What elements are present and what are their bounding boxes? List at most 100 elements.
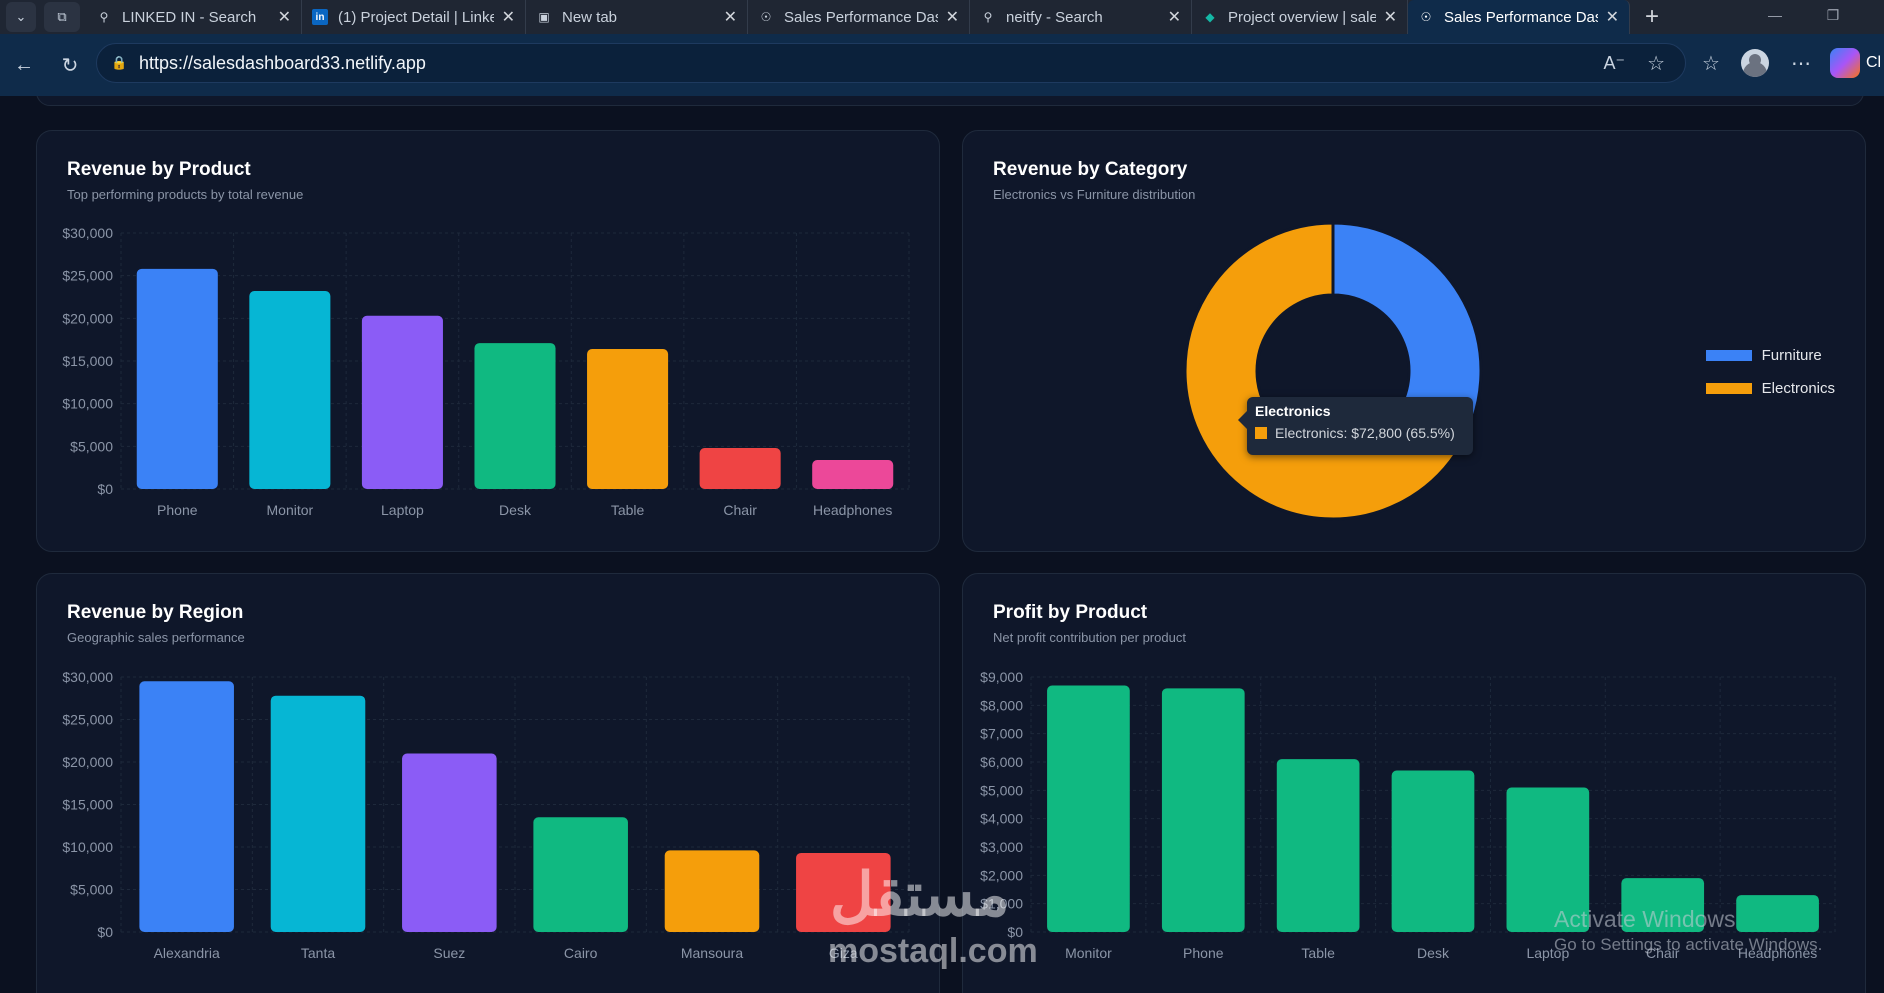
bar[interactable] [136,268,218,489]
tab-linkedin-project[interactable]: in (1) Project Detail | LinkedIn ✕ [302,0,526,34]
close-icon[interactable]: ✕ [1167,9,1181,26]
x-tick-label: Chair [723,502,757,518]
x-tick-label: Phone [157,502,198,518]
y-tick-label: $10,000 [62,396,113,412]
close-icon[interactable]: ✕ [277,9,291,26]
bar[interactable] [1047,685,1130,933]
y-tick-label: $0 [1007,924,1023,940]
x-tick-label: Tanta [301,945,335,961]
x-tick-label: Desk [499,502,532,518]
bar[interactable] [796,852,891,932]
activate-windows-notice: Activate Windows Go to Settings to activ… [1554,906,1822,955]
newtab-icon: ▣ [538,10,550,24]
dashboard-page: Revenue by Product Top performing produc… [0,96,1884,993]
x-tick-label: Laptop [381,502,424,518]
tab-new-tab[interactable]: ▣ New tab ✕ [526,0,748,34]
legend-item-furniture[interactable]: Furniture [1705,347,1835,364]
globe-icon: ☉ [1420,10,1432,24]
tab-project-overview[interactable]: ◆ Project overview | sales ✕ [1192,0,1408,34]
card-title: Revenue by Product [67,159,251,180]
favorite-star-icon[interactable]: ☆ [1647,52,1665,75]
copilot-button[interactable]: Cl [1830,46,1884,80]
close-icon[interactable]: ✕ [1383,9,1397,26]
bar[interactable] [587,349,669,489]
x-tick-label: Phone [1183,945,1224,961]
workspaces-icon[interactable]: ⧉ [44,2,80,32]
tab-actions-chevron-icon[interactable]: ⌄ [6,2,36,32]
profile-avatar[interactable] [1738,46,1772,80]
x-tick-label: Giza [829,945,858,961]
legend-swatch [1705,350,1752,361]
more-menu-icon[interactable]: ⋯ [1791,52,1811,75]
refresh-icon[interactable]: ↻ [61,54,79,77]
favorites-icon[interactable]: ☆ [1702,52,1720,75]
bar[interactable] [361,315,443,489]
previous-card-edge [36,96,1864,106]
y-tick-label: $5,000 [980,782,1023,798]
x-tick-label: Suez [433,945,465,961]
bar[interactable] [1506,787,1590,933]
card-subtitle: Electronics vs Furniture distribution [993,187,1196,202]
tab-neitfy-search[interactable]: ⚲ neitfy - Search ✕ [970,0,1192,34]
tab-sales-dashboard[interactable]: ☉ Sales Performance Dashboard ✕ [748,0,970,34]
bar[interactable] [1736,895,1819,932]
bar[interactable] [139,681,234,932]
x-tick-label: Headphones [813,502,892,518]
address-toolbar: ← ↻ 🔒 https://salesdashboard33.netlify.a… [0,34,1884,96]
x-tick-label: Chair [1646,945,1680,961]
bar[interactable] [249,291,331,489]
restore-icon[interactable]: ❐ [1826,6,1840,23]
bar[interactable] [1621,878,1705,932]
bar[interactable] [1391,770,1475,933]
tooltip-value: Electronics: $72,800 (65.5%) [1275,425,1455,441]
profit-by-product-card: Profit by Product Net profit contributio… [962,573,1866,993]
bar[interactable] [699,448,781,489]
read-aloud-icon[interactable]: A⁻ [1603,52,1625,73]
watermark-arabic: مستقل [830,861,1010,928]
x-tick-label: Laptop [1526,945,1569,961]
site-info-icon[interactable]: 🔒 [111,55,128,70]
x-tick-label: Mansoura [681,945,743,961]
tab-title: New tab [562,8,618,26]
legend-label: Electronics [1761,380,1835,397]
tab-title: Sales Performance Dashboard [1444,8,1598,26]
bar[interactable] [812,459,894,489]
bar[interactable] [533,817,628,932]
legend-swatch [1705,383,1752,394]
globe-icon: ☉ [760,10,772,24]
copilot-label: Cl [1866,54,1882,71]
bar[interactable] [664,850,760,932]
close-icon[interactable]: ✕ [723,9,737,26]
bar[interactable] [474,343,556,489]
legend-item-electronics[interactable]: Electronics [1705,380,1835,397]
avatar [1741,49,1769,77]
netlify-icon: ◆ [1205,10,1215,24]
tab-linkedin-search[interactable]: ⚲ LINKED IN - Search ✕ [86,0,302,34]
chart-tooltip: Electronics Electronics: $72,800 (65.5%) [1238,397,1473,455]
bar[interactable] [270,695,366,932]
url-bar[interactable]: 🔒 https://salesdashboard33.netlify.app A… [96,43,1686,83]
bar[interactable] [1276,759,1360,932]
card-subtitle: Net profit contribution per product [993,630,1186,645]
bar[interactable] [402,753,497,933]
back-icon[interactable]: ← [14,53,34,76]
x-tick-label: Table [1301,945,1335,961]
tab-title: Sales Performance Dashboard [784,8,938,26]
tab-sales-dashboard-active[interactable]: ☉ Sales Performance Dashboard ✕ [1408,0,1630,34]
card-subtitle: Geographic sales performance [67,630,245,645]
y-tick-label: $25,000 [62,712,113,728]
close-icon[interactable]: ✕ [1605,9,1619,26]
close-icon[interactable]: ✕ [501,9,515,26]
y-tick-label: $2,000 [980,867,1023,883]
revenue-by-region-card: Revenue by Region Geographic sales perfo… [36,573,940,993]
close-icon[interactable]: ✕ [945,9,959,26]
revenue-by-product-card: Revenue by Product Top performing produc… [36,130,940,552]
url-text: https://salesdashboard33.netlify.app [139,52,426,73]
bar[interactable] [1161,688,1245,932]
new-tab-button[interactable]: + [1644,3,1659,30]
x-tick-label: Desk [1417,945,1450,961]
minimize-icon[interactable]: — [1768,7,1782,23]
y-tick-label: $15,000 [62,353,113,369]
profit-by-product-chart: $0 $1,000 $2,000 $3,000 $4,000 $5,000 $6,000 $7… [980,669,1836,961]
y-tick-label: $7,000 [980,726,1023,742]
